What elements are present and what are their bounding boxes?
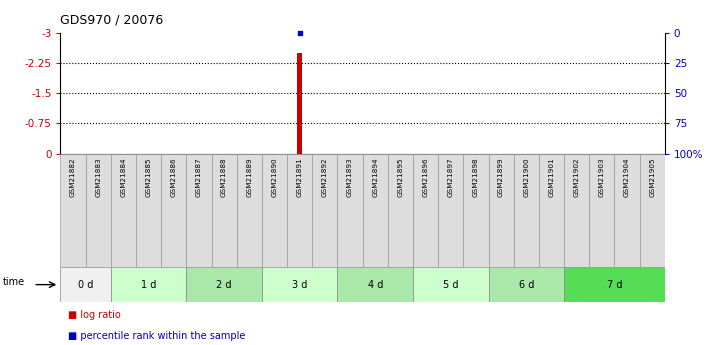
- Text: ■ log ratio: ■ log ratio: [68, 310, 120, 321]
- Bar: [262, 267, 338, 302]
- Text: GSM21898: GSM21898: [473, 157, 479, 197]
- Text: GSM21890: GSM21890: [272, 157, 277, 197]
- Bar: [338, 154, 363, 267]
- Bar: [614, 154, 640, 267]
- Bar: [60, 154, 85, 267]
- Text: GSM21901: GSM21901: [548, 157, 555, 197]
- Bar: [338, 267, 413, 302]
- Bar: [297, 53, 302, 154]
- Bar: [464, 154, 488, 267]
- Text: GSM21899: GSM21899: [498, 157, 504, 197]
- Bar: [363, 154, 387, 267]
- Bar: [186, 154, 212, 267]
- Bar: [514, 154, 539, 267]
- Bar: [413, 267, 488, 302]
- Text: GSM21889: GSM21889: [246, 157, 252, 197]
- Bar: [136, 154, 161, 267]
- Text: GSM21903: GSM21903: [599, 157, 605, 197]
- Text: GSM21900: GSM21900: [523, 157, 529, 197]
- Bar: [488, 267, 564, 302]
- Bar: [438, 154, 464, 267]
- Bar: [564, 154, 589, 267]
- Bar: [287, 154, 312, 267]
- Text: GDS970 / 20076: GDS970 / 20076: [60, 14, 164, 27]
- Bar: [60, 267, 111, 302]
- Text: 1 d: 1 d: [141, 280, 156, 289]
- Text: 4 d: 4 d: [368, 280, 383, 289]
- Bar: [640, 154, 665, 267]
- Bar: [186, 267, 262, 302]
- Text: GSM21883: GSM21883: [95, 157, 101, 197]
- Bar: [312, 154, 338, 267]
- Text: GSM21905: GSM21905: [649, 157, 656, 197]
- Text: 6 d: 6 d: [518, 280, 534, 289]
- Text: 2 d: 2 d: [216, 280, 232, 289]
- Bar: [539, 154, 564, 267]
- Text: GSM21886: GSM21886: [171, 157, 177, 197]
- Text: GSM21897: GSM21897: [448, 157, 454, 197]
- Text: GSM21896: GSM21896: [422, 157, 429, 197]
- Bar: [111, 267, 186, 302]
- Text: GSM21888: GSM21888: [221, 157, 227, 197]
- Text: GSM21884: GSM21884: [120, 157, 127, 197]
- Bar: [589, 154, 614, 267]
- Text: 5 d: 5 d: [443, 280, 459, 289]
- Bar: [262, 154, 287, 267]
- Text: GSM21892: GSM21892: [322, 157, 328, 197]
- Text: GSM21894: GSM21894: [372, 157, 378, 197]
- Text: time: time: [3, 277, 25, 287]
- Text: 0 d: 0 d: [78, 280, 93, 289]
- Text: 7 d: 7 d: [606, 280, 622, 289]
- Text: GSM21904: GSM21904: [624, 157, 630, 197]
- Text: GSM21893: GSM21893: [347, 157, 353, 197]
- Bar: [237, 154, 262, 267]
- Text: GSM21887: GSM21887: [196, 157, 202, 197]
- Bar: [413, 154, 438, 267]
- Text: ■ percentile rank within the sample: ■ percentile rank within the sample: [68, 331, 245, 341]
- Text: GSM21885: GSM21885: [146, 157, 151, 197]
- Text: 3 d: 3 d: [292, 280, 307, 289]
- Text: GSM21891: GSM21891: [296, 157, 303, 197]
- Bar: [564, 267, 665, 302]
- Bar: [85, 154, 111, 267]
- Bar: [387, 154, 413, 267]
- Text: GSM21882: GSM21882: [70, 157, 76, 197]
- Text: GSM21902: GSM21902: [574, 157, 579, 197]
- Bar: [111, 154, 136, 267]
- Bar: [488, 154, 514, 267]
- Bar: [161, 154, 186, 267]
- Bar: [212, 154, 237, 267]
- Text: GSM21895: GSM21895: [397, 157, 403, 197]
